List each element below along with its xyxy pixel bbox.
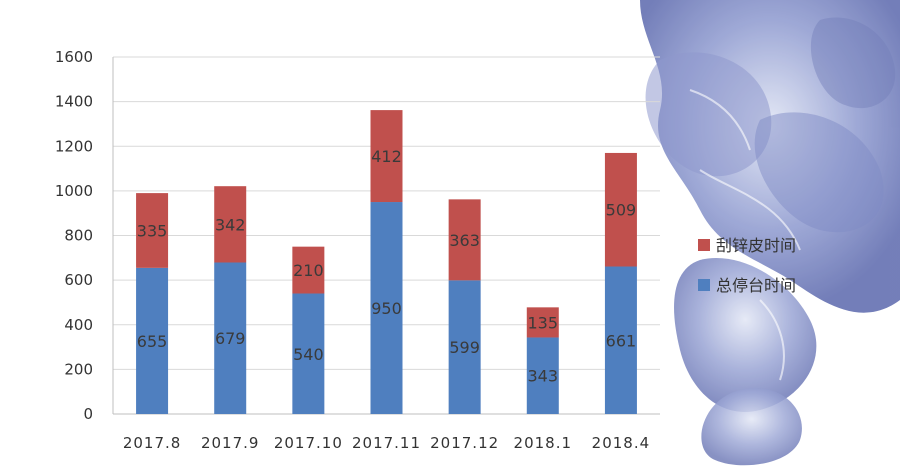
- axes: 0 200 400 600 800 1000 1200 1400 1600 2017.8 2017.…: [55, 48, 660, 452]
- bar-segment: [292, 293, 325, 414]
- data-label: 135: [528, 313, 559, 332]
- bar-segment: [526, 307, 559, 338]
- x-tick-label: 2017.11: [352, 434, 421, 452]
- x-tick-label: 2017.9: [201, 434, 260, 452]
- legend-label: 刮锌皮时间: [716, 236, 796, 255]
- bar-segment: [448, 199, 481, 281]
- legend-swatch: [698, 279, 710, 291]
- bar-segment: [136, 267, 169, 414]
- legend-swatch: [698, 239, 710, 251]
- data-label: 363: [449, 231, 480, 250]
- x-tick-label: 2017.8: [123, 434, 182, 452]
- data-label: 509: [606, 201, 637, 220]
- x-tick-label: 2017.12: [430, 434, 499, 452]
- y-tick-label: 1600: [55, 48, 93, 66]
- legend-label: 总停台时间: [716, 276, 796, 295]
- x-tick-label: 2018.4: [592, 434, 651, 452]
- y-tick-label: 200: [64, 360, 93, 378]
- data-label: 343: [528, 367, 559, 386]
- y-tick-label: 1200: [55, 137, 93, 155]
- bar-segment: [448, 280, 481, 414]
- data-label: 210: [293, 261, 324, 280]
- data-label: 342: [215, 215, 246, 234]
- y-tick-label: 1400: [55, 93, 93, 111]
- bar-segment: [604, 152, 637, 267]
- bar-segment: [604, 266, 637, 414]
- bars: 655 335 679 342 540 210 950 412 599 363 343 135 661 5…: [136, 110, 637, 414]
- data-label: 655: [137, 332, 168, 351]
- bar-segment: [526, 337, 559, 414]
- data-label: 599: [449, 338, 480, 357]
- data-label: 335: [137, 221, 168, 240]
- data-label: 679: [215, 329, 246, 348]
- floral-decoration: [640, 0, 900, 466]
- x-tick-label: 2018.1: [514, 434, 573, 452]
- y-tick-label: 800: [64, 227, 93, 245]
- bar-segment: [370, 202, 403, 414]
- data-label: 540: [293, 345, 324, 364]
- bar-segment: [214, 262, 247, 414]
- y-tick-label: 400: [64, 316, 93, 334]
- y-tick-label: 600: [64, 271, 93, 289]
- bar-segment: [214, 186, 247, 263]
- data-label: 661: [606, 331, 637, 350]
- data-label: 412: [371, 147, 402, 166]
- bar-segment: [370, 110, 403, 203]
- bar-segment: [136, 193, 169, 268]
- bar-segment: [292, 246, 325, 294]
- y-tick-label: 1000: [55, 182, 93, 200]
- y-tick-label: 0: [83, 405, 93, 423]
- data-label: 950: [371, 299, 402, 318]
- x-tick-label: 2017.10: [274, 434, 343, 452]
